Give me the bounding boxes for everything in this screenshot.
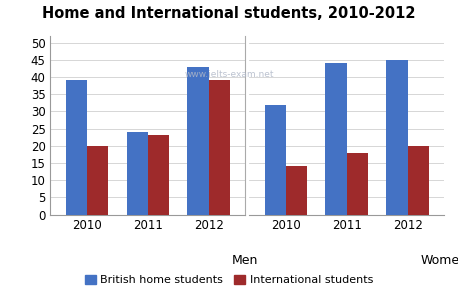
Text: Home and International students, 2010-2012: Home and International students, 2010-20… xyxy=(42,6,416,21)
Bar xyxy=(387,60,408,215)
Bar xyxy=(87,146,108,215)
Bar xyxy=(326,63,347,215)
Bar xyxy=(148,136,169,215)
Bar xyxy=(209,80,230,215)
Bar xyxy=(65,80,87,215)
Legend: British home students, International students: British home students, International stu… xyxy=(80,270,378,289)
Bar xyxy=(265,105,286,215)
Bar xyxy=(347,153,368,215)
Text: www.ielts-exam.net: www.ielts-exam.net xyxy=(184,70,274,79)
Bar xyxy=(187,67,209,215)
Bar xyxy=(408,146,429,215)
Bar xyxy=(126,132,148,215)
Text: Men: Men xyxy=(232,254,259,267)
Bar xyxy=(286,166,307,215)
Text: Women: Women xyxy=(421,254,458,267)
